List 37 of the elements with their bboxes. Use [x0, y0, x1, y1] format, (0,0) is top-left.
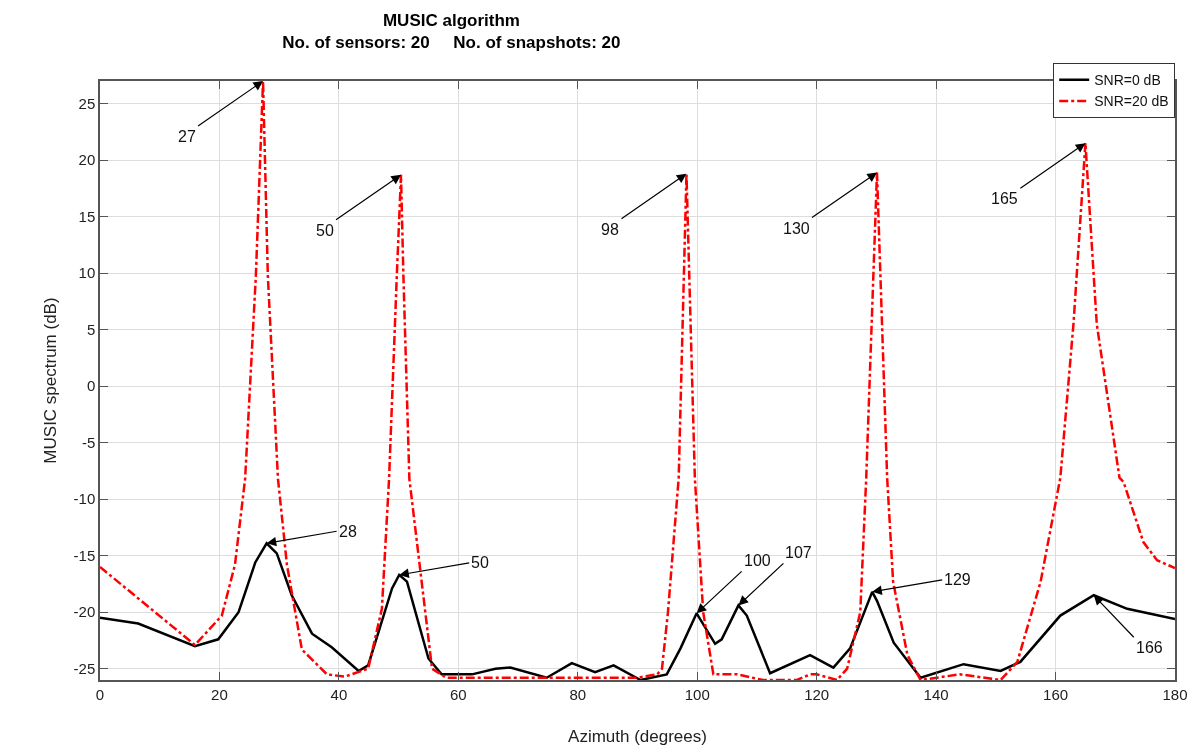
annotation: 107: [785, 544, 812, 561]
annotation: 129: [944, 571, 971, 588]
x-tick-label: 20: [211, 685, 228, 703]
y-tick-label: -5: [81, 433, 96, 451]
y-tick-label: 25: [78, 94, 96, 112]
chart-title: MUSIC algorithm: [382, 11, 520, 31]
annotation: 166: [1136, 639, 1163, 656]
x-axis-title: Azimuth (degrees): [568, 726, 707, 746]
legend-label: SNR=20 dB: [1094, 93, 1169, 110]
legend-label: SNR=0 dB: [1094, 72, 1161, 89]
annotation: 165: [991, 190, 1018, 207]
annotation: 98: [601, 221, 619, 238]
x-tick-label: 160: [1043, 685, 1069, 703]
annotation: 27: [178, 128, 196, 145]
y-tick-label: 20: [78, 151, 96, 169]
y-tick-label: -15: [73, 546, 96, 564]
chart-subtitle: No. of sensors: 20 No. of snapshots: 20: [282, 33, 621, 53]
y-tick-label: 15: [78, 207, 96, 225]
y-tick-label: -20: [73, 603, 96, 621]
annotation: 28: [339, 523, 357, 540]
y-tick-label: 0: [86, 377, 96, 395]
x-tick-label: 180: [1162, 685, 1188, 703]
y-tick-label: -25: [73, 659, 96, 677]
y-tick-label: 5: [86, 320, 96, 338]
annotation: 50: [471, 554, 489, 571]
x-tick-label: 120: [804, 685, 830, 703]
annotation: 50: [316, 222, 334, 239]
x-tick-label: 60: [449, 685, 467, 703]
annotation: 100: [744, 552, 771, 569]
y-axis-title: MUSIC spectrum (dB): [40, 297, 60, 464]
y-tick-label: 10: [78, 264, 96, 282]
x-tick-label: 80: [569, 685, 587, 703]
x-tick-label: 140: [923, 685, 949, 703]
x-tick-label: 40: [330, 685, 348, 703]
y-tick-label: -10: [73, 490, 96, 508]
annotation: 130: [783, 220, 810, 237]
x-tick-label: 100: [684, 685, 710, 703]
